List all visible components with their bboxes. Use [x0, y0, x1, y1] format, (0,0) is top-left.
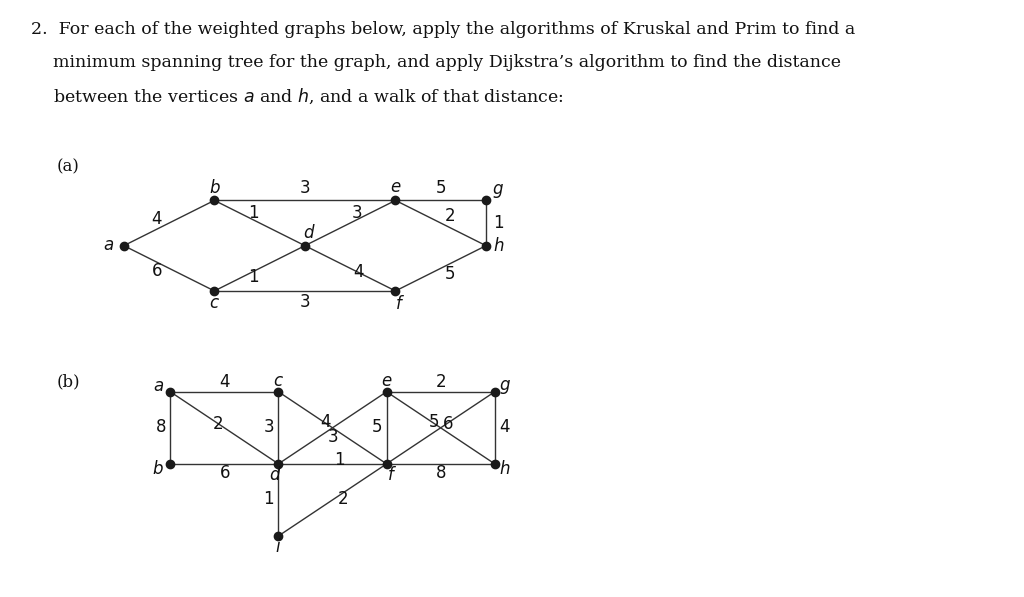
- Text: $\mathit{2}$: $\mathit{2}$: [435, 374, 446, 391]
- Text: $\mathit{e}$: $\mathit{e}$: [390, 179, 401, 196]
- Text: $\mathit{3}$: $\mathit{3}$: [351, 205, 362, 223]
- Text: $\mathit{1}$: $\mathit{1}$: [248, 269, 259, 286]
- Text: $\mathit{3}$: $\mathit{3}$: [263, 419, 274, 436]
- Text: $\mathit{c}$: $\mathit{c}$: [209, 295, 220, 312]
- Text: $\mathit{1}$: $\mathit{1}$: [494, 214, 504, 232]
- Text: $\mathit{4}$: $\mathit{4}$: [499, 419, 511, 436]
- Text: $\mathit{4}$: $\mathit{4}$: [353, 264, 365, 281]
- Text: $\mathit{5}$: $\mathit{5}$: [371, 419, 382, 436]
- Text: $\mathit{g}$: $\mathit{g}$: [499, 378, 511, 396]
- Text: $\mathit{1}$: $\mathit{1}$: [248, 205, 259, 223]
- Text: $\mathit{e}$: $\mathit{e}$: [381, 373, 392, 390]
- Text: $\mathit{5}$: $\mathit{5}$: [435, 180, 446, 197]
- Text: (a): (a): [56, 158, 79, 175]
- Text: $\mathit{c}$: $\mathit{c}$: [273, 373, 284, 390]
- Text: $\mathit{5}$: $\mathit{5}$: [428, 414, 439, 431]
- Text: $\mathit{2}$: $\mathit{2}$: [212, 416, 222, 433]
- Text: $\mathit{1}$: $\mathit{1}$: [334, 452, 345, 469]
- Text: $\mathit{6}$: $\mathit{6}$: [219, 464, 230, 482]
- Text: $\mathit{f}$: $\mathit{f}$: [395, 295, 404, 313]
- Text: $\mathit{6}$: $\mathit{6}$: [151, 263, 162, 281]
- Text: $\mathit{4}$: $\mathit{4}$: [151, 211, 162, 228]
- Text: minimum spanning tree for the graph, and apply Dijkstra’s algorithm to find the : minimum spanning tree for the graph, and…: [31, 54, 841, 70]
- Text: $\mathit{d}$: $\mathit{d}$: [303, 224, 315, 242]
- Text: $\mathit{2}$: $\mathit{2}$: [444, 208, 456, 225]
- Text: (b): (b): [56, 373, 80, 390]
- Text: $\mathit{4}$: $\mathit{4}$: [218, 374, 230, 391]
- Text: $\mathit{h}$: $\mathit{h}$: [493, 236, 505, 255]
- Text: between the vertices $a$ and $h$, and a walk of that distance:: between the vertices $a$ and $h$, and a …: [31, 87, 563, 106]
- Text: $\mathit{b}$: $\mathit{b}$: [209, 179, 220, 197]
- Text: $\mathit{b}$: $\mathit{b}$: [153, 460, 164, 478]
- Text: $\mathit{a}$: $\mathit{a}$: [102, 237, 114, 254]
- Text: $\mathit{4}$: $\mathit{4}$: [319, 414, 331, 431]
- Text: $\mathit{i}$: $\mathit{i}$: [275, 538, 282, 556]
- Text: $\mathit{g}$: $\mathit{g}$: [492, 182, 504, 201]
- Text: $\mathit{2}$: $\mathit{2}$: [337, 491, 348, 509]
- Text: $\mathit{3}$: $\mathit{3}$: [299, 294, 310, 311]
- Text: $\mathit{f}$: $\mathit{f}$: [387, 466, 397, 484]
- Text: $\mathit{3}$: $\mathit{3}$: [327, 429, 338, 446]
- Text: $\mathit{3}$: $\mathit{3}$: [299, 180, 310, 197]
- Text: $\mathit{5}$: $\mathit{5}$: [444, 266, 456, 283]
- Text: $\mathit{d}$: $\mathit{d}$: [268, 466, 282, 484]
- Text: $\mathit{8}$: $\mathit{8}$: [155, 419, 166, 436]
- Text: 2.  For each of the weighted graphs below, apply the algorithms of Kruskal and P: 2. For each of the weighted graphs below…: [31, 21, 855, 38]
- Text: $\mathit{6}$: $\mathit{6}$: [442, 416, 454, 433]
- Text: $\mathit{h}$: $\mathit{h}$: [499, 460, 511, 478]
- Text: $\mathit{8}$: $\mathit{8}$: [435, 464, 446, 482]
- Text: $\mathit{a}$: $\mathit{a}$: [153, 378, 164, 395]
- Text: $\mathit{1}$: $\mathit{1}$: [263, 491, 273, 509]
